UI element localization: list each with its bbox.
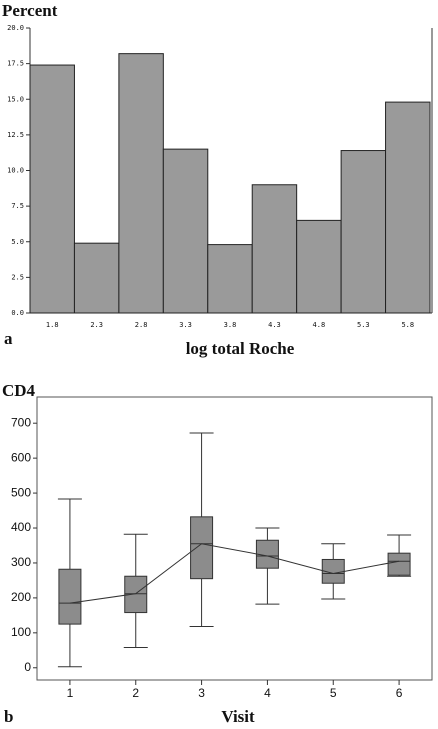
y-tick-label: 20.0 <box>7 24 24 32</box>
chart-title: Percent <box>2 1 58 20</box>
plot-frame <box>36 396 433 681</box>
y-tick-label: 200 <box>11 590 31 604</box>
x-tick-label: 6 <box>396 686 403 700</box>
y-tick-label: 2.5 <box>11 273 24 281</box>
x-tick-label: 3 <box>198 686 205 700</box>
y-tick-label: 600 <box>11 450 31 464</box>
bar <box>207 244 253 314</box>
y-tick-label: 12.5 <box>7 131 24 139</box>
x-axis-label: Visit <box>221 707 255 726</box>
x-tick-label: 4.3 <box>268 321 281 329</box>
x-tick-label: 5 <box>330 686 337 700</box>
bar <box>162 148 209 314</box>
x-tick-label: 5.8 <box>401 321 414 329</box>
bar <box>73 242 120 314</box>
y-tick-label: 10.0 <box>7 167 24 175</box>
box <box>58 568 82 625</box>
y-tick-label: 300 <box>11 555 31 569</box>
y-tick-label: 15.0 <box>7 95 24 103</box>
x-tick-label: 3.8 <box>224 321 237 329</box>
y-tick-label: 5.0 <box>11 238 24 246</box>
bar <box>251 184 298 314</box>
x-tick-label: 1 <box>67 686 74 700</box>
x-tick-label: 1.8 <box>46 321 59 329</box>
x-tick-label: 2 <box>132 686 139 700</box>
bar <box>296 219 342 314</box>
bar <box>29 64 75 314</box>
y-tick-label: 100 <box>11 625 31 639</box>
y-tick-label: 500 <box>11 485 31 499</box>
box <box>190 516 214 580</box>
x-tick-label: 2.8 <box>135 321 148 329</box>
x-tick-label: 5.3 <box>357 321 370 329</box>
y-tick-label: 17.5 <box>7 60 24 68</box>
box <box>387 552 411 576</box>
x-tick-label: 2.3 <box>90 321 103 329</box>
bar <box>118 53 164 314</box>
median-line <box>69 543 400 604</box>
chart-title: CD4 <box>2 381 36 400</box>
box <box>124 575 148 614</box>
x-tick-label: 4.8 <box>313 321 326 329</box>
panel-label: a <box>4 329 13 348</box>
y-tick-label: 0.0 <box>11 309 24 317</box>
y-tick-label: 400 <box>11 520 31 534</box>
bar <box>340 150 387 314</box>
y-tick-label: 700 <box>11 415 31 429</box>
x-tick-label: 3.3 <box>179 321 192 329</box>
bar <box>385 101 431 314</box>
panel-label: b <box>4 707 13 726</box>
y-tick-label: 0 <box>24 660 31 674</box>
x-tick-label: 4 <box>264 686 271 700</box>
x-axis-label: log total Roche <box>186 339 295 358</box>
y-tick-label: 7.5 <box>11 202 24 210</box>
